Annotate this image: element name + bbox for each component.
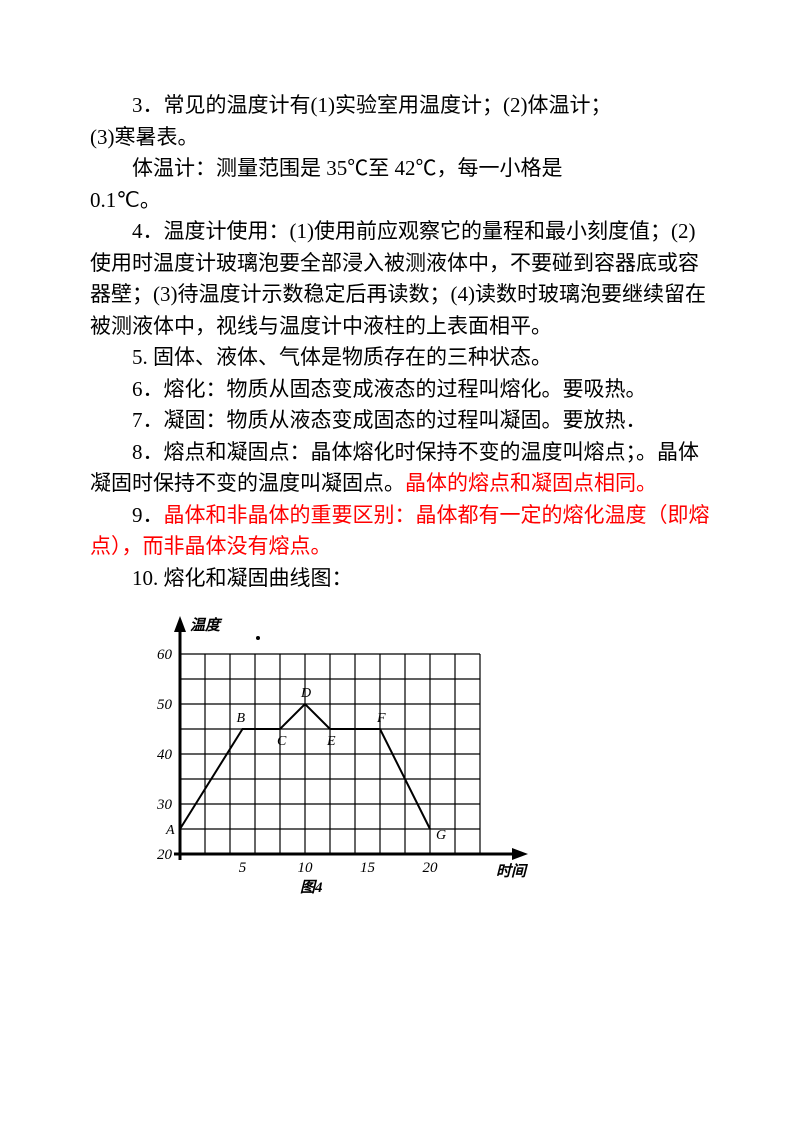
svg-text:20: 20 [423, 860, 439, 876]
para-5: 5. 固体、液体、气体是物质存在的三种状态。 [90, 342, 710, 374]
para-7: 7．凝固：物质从液态变成固态的过程叫凝固。要放热． [90, 405, 710, 437]
para-9-red: 晶体和非晶体的重要区别：晶体都有一定的熔化温度（即熔点），而非晶体没有熔点。 [90, 503, 710, 559]
y-axis-label: 温度 [190, 616, 223, 634]
svg-text:50: 50 [157, 697, 173, 713]
melting-curve-chart: 温度时间 20 30 40 50 60 5 10 15 20 A B C D E F G 图4 [120, 612, 710, 912]
para-9-num: 9． [132, 503, 164, 527]
svg-text:30: 30 [156, 797, 173, 813]
para-8-red: 晶体的熔点和凝固点相同。 [405, 471, 657, 495]
chart-caption: 图4 [300, 879, 323, 896]
svg-text:20: 20 [157, 847, 173, 863]
para-3d: 0.1℃。 [90, 185, 710, 217]
point-label-d: D [300, 686, 311, 701]
chart-svg: 温度时间 20 30 40 50 60 5 10 15 20 A B C D E F G 图4 [120, 612, 540, 912]
point-label-f: F [376, 711, 386, 726]
point-label-c: C [277, 734, 287, 749]
document-body: 3．常见的温度计有(1)实验室用温度计；(2)体温计； (3)寒暑表。 体温计：… [90, 90, 710, 912]
para-3a: 3．常见的温度计有(1)实验室用温度计；(2)体温计； [90, 90, 710, 122]
svg-text:15: 15 [360, 860, 376, 876]
point-label-e: E [326, 734, 336, 749]
x-axis-label: 时间 [496, 863, 529, 880]
para-8: 8．熔点和凝固点：晶体熔化时保持不变的温度叫熔点；。晶体凝固时保持不变的温度叫凝… [90, 437, 710, 500]
svg-text:5: 5 [239, 860, 247, 876]
para-4: 4．温度计使用：(1)使用前应观察它的量程和最小刻度值；(2)使用时温度计玻璃泡… [90, 216, 710, 342]
para-3c: 体温计：测量范围是 35℃至 42℃，每一小格是 [90, 153, 710, 185]
svg-text:60: 60 [157, 647, 173, 663]
point-label-b: B [237, 711, 246, 726]
point-label-g: G [436, 828, 446, 843]
para-10: 10. 熔化和凝固曲线图： [90, 563, 710, 595]
point-label-a: A [165, 823, 175, 838]
para-3b: (3)寒暑表。 [90, 122, 710, 154]
svg-text:10: 10 [298, 860, 314, 876]
para-9: 9．晶体和非晶体的重要区别：晶体都有一定的熔化温度（即熔点），而非晶体没有熔点。 [90, 500, 710, 563]
svg-text:40: 40 [157, 747, 173, 763]
para-6: 6．熔化：物质从固态变成液态的过程叫熔化。要吸热。 [90, 374, 710, 406]
